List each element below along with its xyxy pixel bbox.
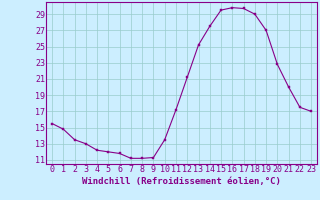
X-axis label: Windchill (Refroidissement éolien,°C): Windchill (Refroidissement éolien,°C) — [82, 177, 281, 186]
